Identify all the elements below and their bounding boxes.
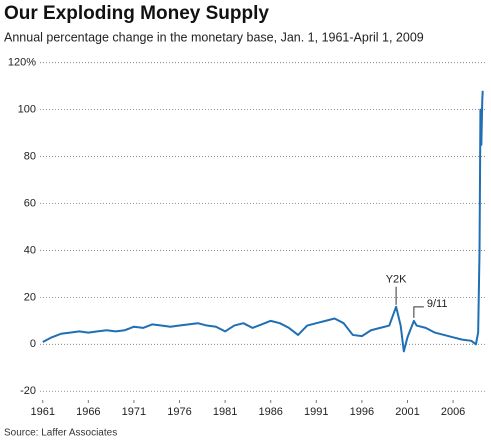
y-tick-label: -20: [20, 385, 36, 397]
line-series: [42, 90, 484, 353]
chart-subtitle: Annual percentage change in the monetary…: [4, 30, 424, 44]
annotation: Y2K: [386, 274, 407, 286]
x-tick-label: 1996: [350, 406, 374, 418]
x-tick-label: 2001: [395, 406, 419, 418]
source: Source: Laffer Associates: [4, 428, 117, 439]
x-tick-label: 1961: [30, 406, 54, 418]
y-tick-label: 60: [24, 197, 36, 209]
x-tick-label: 2006: [441, 406, 465, 418]
y-tick-label: 0: [30, 338, 36, 350]
x-tick-label: 1986: [258, 406, 282, 418]
chart-title: Our Exploding Money Supply: [4, 3, 269, 24]
annotation: 9/11: [427, 298, 448, 310]
x-tick-label: 1976: [167, 406, 191, 418]
x-tick-label: 1991: [304, 406, 328, 418]
y-tick-label: 120%: [8, 57, 36, 69]
y-tick-label: 20: [24, 291, 36, 303]
y-tick-label: 80: [24, 150, 36, 162]
y-tick-label: 40: [24, 244, 36, 256]
y-tick-label: 100: [18, 104, 36, 116]
x-tick-label: 1971: [122, 406, 146, 418]
x-tick-label: 1966: [76, 406, 100, 418]
annotation-line: [413, 306, 424, 318]
x-tick-label: 1981: [213, 406, 237, 418]
